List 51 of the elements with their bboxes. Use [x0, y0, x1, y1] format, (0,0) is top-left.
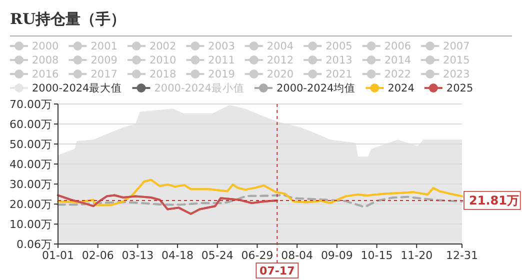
x-tick-label: 08-04 [281, 249, 314, 262]
y-tick-label: 40.00万 [10, 158, 52, 171]
legend-label: 2018 [149, 68, 176, 81]
legend-label: 2021 [326, 68, 352, 81]
x-tick-label: 01-01 [42, 249, 74, 262]
chart-title: RU持仓量（手） [10, 10, 126, 28]
legend-label: 2013 [326, 54, 352, 67]
legend-label: 2008 [32, 54, 59, 67]
legend-label: 2020 [266, 68, 294, 81]
y-tick-label: 10.00万 [10, 218, 52, 231]
x-tick-label: 10-15 [360, 249, 393, 262]
x-tick-label: 12-31 [446, 249, 478, 262]
ref-line-label: 07-17 [260, 264, 295, 278]
y-tick-label: 20.00万 [10, 198, 52, 211]
legend-label: 2005 [326, 40, 352, 53]
x-tick-label: 04-18 [162, 249, 194, 262]
legend-label: 2003 [208, 40, 235, 53]
x-tick-label: 09-09 [320, 249, 353, 262]
x-tick-label: 11-20 [400, 249, 433, 262]
legend-label: 2023 [443, 68, 470, 81]
legend-label: 2022 [384, 68, 412, 81]
x-tick-label: 03-13 [122, 249, 154, 262]
y-tick-label: 50.00万 [10, 138, 52, 151]
legend-label: 2025 [446, 82, 474, 95]
legend-label: 2009 [90, 54, 118, 67]
legend-label: 2004 [266, 40, 294, 53]
legend-label: 2012 [266, 54, 294, 67]
y-tick-label: 60.00万 [10, 118, 52, 131]
y-tick-label: 30.00万 [10, 178, 52, 191]
legend-label: 2006 [384, 40, 412, 53]
legend-label: 2002 [149, 40, 176, 53]
y-tick-label: 0.06万 [16, 238, 52, 251]
legend-label: 2016 [32, 68, 60, 81]
legend-label: 2010 [149, 54, 176, 67]
legend-label: 2015 [443, 54, 470, 67]
legend-label: 2011 [208, 54, 235, 67]
legend-label: 2000-2024最大值 [32, 82, 122, 95]
legend-label: 2019 [208, 68, 235, 81]
legend-label: 2000-2024最小值 [154, 82, 244, 95]
x-tick-label: 06-29 [241, 249, 274, 262]
legend-label: 2014 [384, 54, 412, 67]
y-tick-label: 70.00万 [10, 98, 52, 111]
legend-label: 2007 [443, 40, 470, 53]
legend-label: 2000 [32, 40, 59, 53]
legend-label: 2017 [90, 68, 118, 81]
x-tick-label: 02-06 [82, 249, 114, 262]
legend-label: 2024 [388, 82, 415, 95]
legend-label: 2000-2024均值 [276, 82, 356, 95]
legend-label: 2001 [90, 40, 118, 53]
x-tick-label: 05-24 [201, 249, 234, 262]
ref-line-label: 21.81万 [469, 194, 519, 208]
